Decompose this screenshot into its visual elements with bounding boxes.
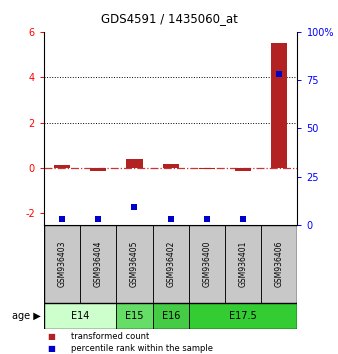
Text: GSM936402: GSM936402 <box>166 240 175 287</box>
Point <box>96 216 101 222</box>
Bar <box>199 168 215 169</box>
Point <box>59 216 65 222</box>
Text: E14: E14 <box>71 311 89 321</box>
Point <box>240 216 246 222</box>
Point <box>132 205 137 210</box>
Bar <box>54 165 70 168</box>
Text: E17.5: E17.5 <box>229 311 257 321</box>
Text: transformed count: transformed count <box>71 332 149 341</box>
Bar <box>80 225 116 303</box>
Bar <box>271 43 288 168</box>
Bar <box>44 225 80 303</box>
Bar <box>189 225 225 303</box>
Text: E15: E15 <box>125 311 144 321</box>
Text: GSM936401: GSM936401 <box>239 240 248 287</box>
Bar <box>90 168 106 171</box>
Bar <box>44 303 116 329</box>
Text: age ▶: age ▶ <box>12 311 41 321</box>
Bar <box>152 225 189 303</box>
Text: GSM936404: GSM936404 <box>94 240 103 287</box>
Text: E16: E16 <box>162 311 180 321</box>
Text: ■: ■ <box>47 332 55 341</box>
Bar <box>116 303 152 329</box>
Point <box>204 216 210 222</box>
Point <box>168 216 173 222</box>
Text: GDS4591 / 1435060_at: GDS4591 / 1435060_at <box>101 12 237 25</box>
Text: percentile rank within the sample: percentile rank within the sample <box>71 344 213 353</box>
Bar <box>152 303 189 329</box>
Point <box>276 72 282 77</box>
Bar <box>116 225 152 303</box>
Bar <box>261 225 297 303</box>
Bar <box>225 225 261 303</box>
Text: GSM936405: GSM936405 <box>130 240 139 287</box>
Text: ■: ■ <box>47 344 55 353</box>
Bar <box>189 303 297 329</box>
Bar <box>126 159 143 168</box>
Text: GSM936406: GSM936406 <box>275 240 284 287</box>
Bar <box>163 164 179 168</box>
Text: GSM936403: GSM936403 <box>57 240 67 287</box>
Bar <box>235 168 251 171</box>
Text: GSM936400: GSM936400 <box>202 240 211 287</box>
